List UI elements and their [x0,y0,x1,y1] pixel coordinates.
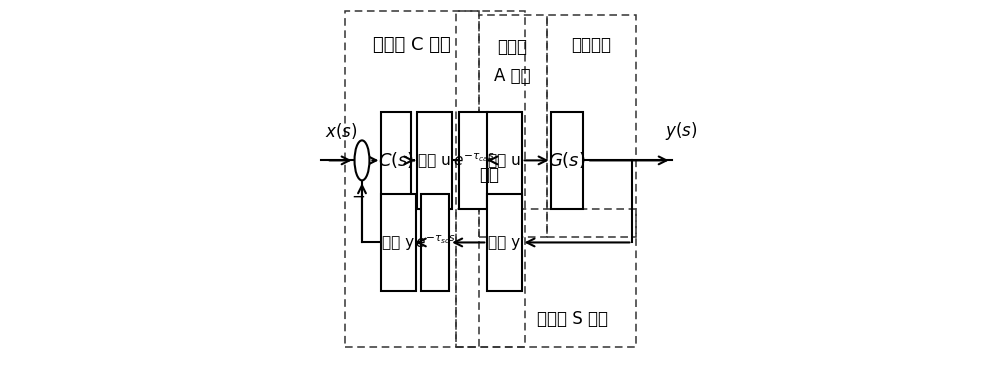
Text: 发送 u: 发送 u [418,153,451,168]
Bar [487,194,522,291]
Bar [551,112,583,209]
Text: 执行器: 执行器 [497,38,527,56]
Text: 发送 y: 发送 y [488,235,521,250]
Text: A 节点: A 节点 [494,68,530,85]
Bar [345,11,479,347]
Text: $C(s)$: $C(s)$ [378,150,415,170]
Text: $-$: $-$ [351,187,365,204]
Text: $y(s)$: $y(s)$ [665,120,697,141]
Text: 接收 u: 接收 u [488,153,521,168]
Text: $e^{-\tau_{ca}s}$: $e^{-\tau_{ca}s}$ [453,152,494,169]
Bar [459,112,488,209]
Bar [381,112,411,209]
Bar [417,112,452,209]
Text: 接收 y: 接收 y [382,235,415,250]
Text: $x(s)$: $x(s)$ [325,120,357,141]
Text: 网络: 网络 [480,166,500,184]
Text: 被控对象: 被控对象 [571,36,611,54]
Text: $G(s)$: $G(s)$ [548,150,586,170]
Bar [456,11,525,347]
Text: 控制器 C 节点: 控制器 C 节点 [373,36,450,54]
Bar [456,209,636,347]
Bar [547,15,636,237]
Bar [487,112,522,209]
Ellipse shape [355,140,369,181]
Bar [479,15,547,237]
Text: $e^{-\tau_{sc}s}$: $e^{-\tau_{sc}s}$ [415,234,456,251]
Bar [381,194,416,291]
Bar [421,194,449,291]
Text: 传感器 S 节点: 传感器 S 节点 [537,310,608,328]
